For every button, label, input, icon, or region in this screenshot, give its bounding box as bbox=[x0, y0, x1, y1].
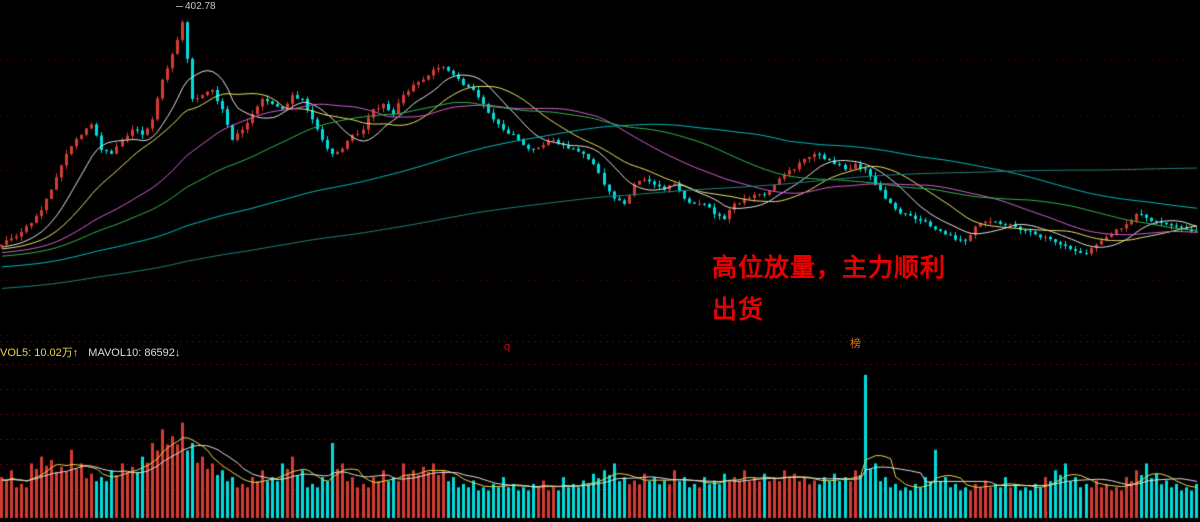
annotation-line-1: 高位放量，主力顺利 bbox=[712, 254, 947, 282]
annotation-line-2: 出货 bbox=[712, 296, 765, 324]
vol5-label: VOL5: 10.02万↑ bbox=[0, 347, 79, 359]
event-marker-bang[interactable]: 榜 bbox=[850, 338, 861, 350]
volume-indicator-labels: VOL5: 10.02万↑ MAVOL10: 86592↓ bbox=[0, 347, 190, 359]
annotation-text: 高位放量，主力顺利 出货 bbox=[712, 247, 946, 331]
event-marker-q[interactable]: q bbox=[504, 341, 511, 353]
mavol10-label: MAVOL10: 86592↓ bbox=[88, 347, 181, 359]
peak-price-label: 402.78 bbox=[176, 2, 216, 12]
